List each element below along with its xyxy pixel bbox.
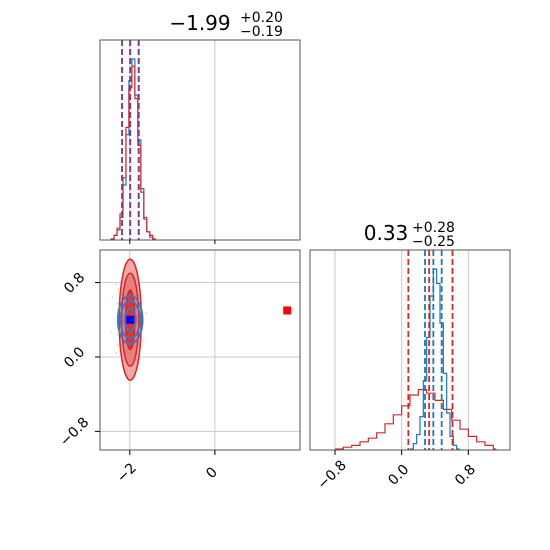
hist1-red-step	[110, 65, 156, 240]
hist2-grid	[334, 250, 469, 450]
hist2-xtick-label: 0.8	[452, 462, 479, 489]
scatter-point	[117, 287, 120, 290]
hist1-title-sub: −0.19	[240, 24, 283, 40]
hist2-frame	[309, 249, 511, 451]
hist1-blue-step	[110, 58, 156, 240]
hist1-red-line	[110, 65, 156, 240]
hist2-blue-step	[410, 268, 460, 450]
scatter-point	[117, 290, 120, 293]
scatter-point	[111, 296, 114, 299]
blue-contour-0	[116, 294, 144, 345]
blue-square-marker	[126, 315, 135, 324]
hist2-blue-line	[410, 268, 460, 450]
joint-ytick-label: −0.8	[57, 414, 92, 449]
scatter-point	[142, 339, 145, 342]
joint-xtick-label: 0	[203, 464, 221, 482]
scatter-point	[138, 362, 141, 365]
red-square-marker	[283, 306, 292, 315]
scatter-point	[114, 283, 117, 286]
hist2-red-step	[335, 389, 497, 450]
hist1-blue-line	[110, 58, 156, 240]
hist1-title-sup: +0.20	[240, 10, 283, 26]
blue-contour-1	[119, 300, 142, 340]
scatter-point	[145, 311, 148, 314]
hist1-frame	[99, 39, 301, 241]
joint-ytick-label: 0.8	[61, 270, 88, 297]
joint-blue-contours	[116, 294, 144, 345]
hist1-quantiles	[121, 40, 140, 240]
hist2-title-sup: +0.28	[412, 220, 455, 236]
joint-xtick-label: −2	[114, 460, 140, 486]
x-axis-joint: −2 0	[114, 450, 221, 486]
scatter-point	[139, 358, 141, 361]
marginal-hist-1: −1.99 +0.20 −0.19	[99, 10, 301, 241]
scatter-point	[114, 352, 117, 355]
hist1-title: −1.99	[169, 11, 230, 35]
joint-markers	[126, 306, 292, 324]
x-axis-hist1-ticks	[129, 240, 216, 244]
scatter-point	[110, 330, 113, 333]
scatter-point	[141, 302, 144, 305]
marginal-hist-2: 0.33 +0.28 −0.25	[309, 220, 511, 451]
hist2-title-sub: −0.25	[412, 234, 455, 250]
blue-contour-2	[123, 307, 137, 332]
joint-ytick-label: 0.0	[61, 344, 88, 371]
hist2-title: 0.33	[364, 221, 409, 245]
scatter-point	[116, 343, 119, 346]
hist1-grid	[129, 40, 216, 240]
hist2-red-line	[335, 389, 497, 450]
y-axis-joint: −0.8 0.0 0.8	[57, 270, 100, 450]
hist2-xtick-label: −0.8	[314, 457, 349, 492]
x-axis-hist2: −0.8 0.0 0.8	[314, 450, 479, 493]
hist2-quantiles	[407, 250, 454, 450]
joint-panel	[99, 249, 301, 451]
joint-frame	[99, 249, 301, 451]
scatter-point	[117, 302, 119, 305]
hist2-xtick-label: 0.0	[385, 462, 412, 489]
